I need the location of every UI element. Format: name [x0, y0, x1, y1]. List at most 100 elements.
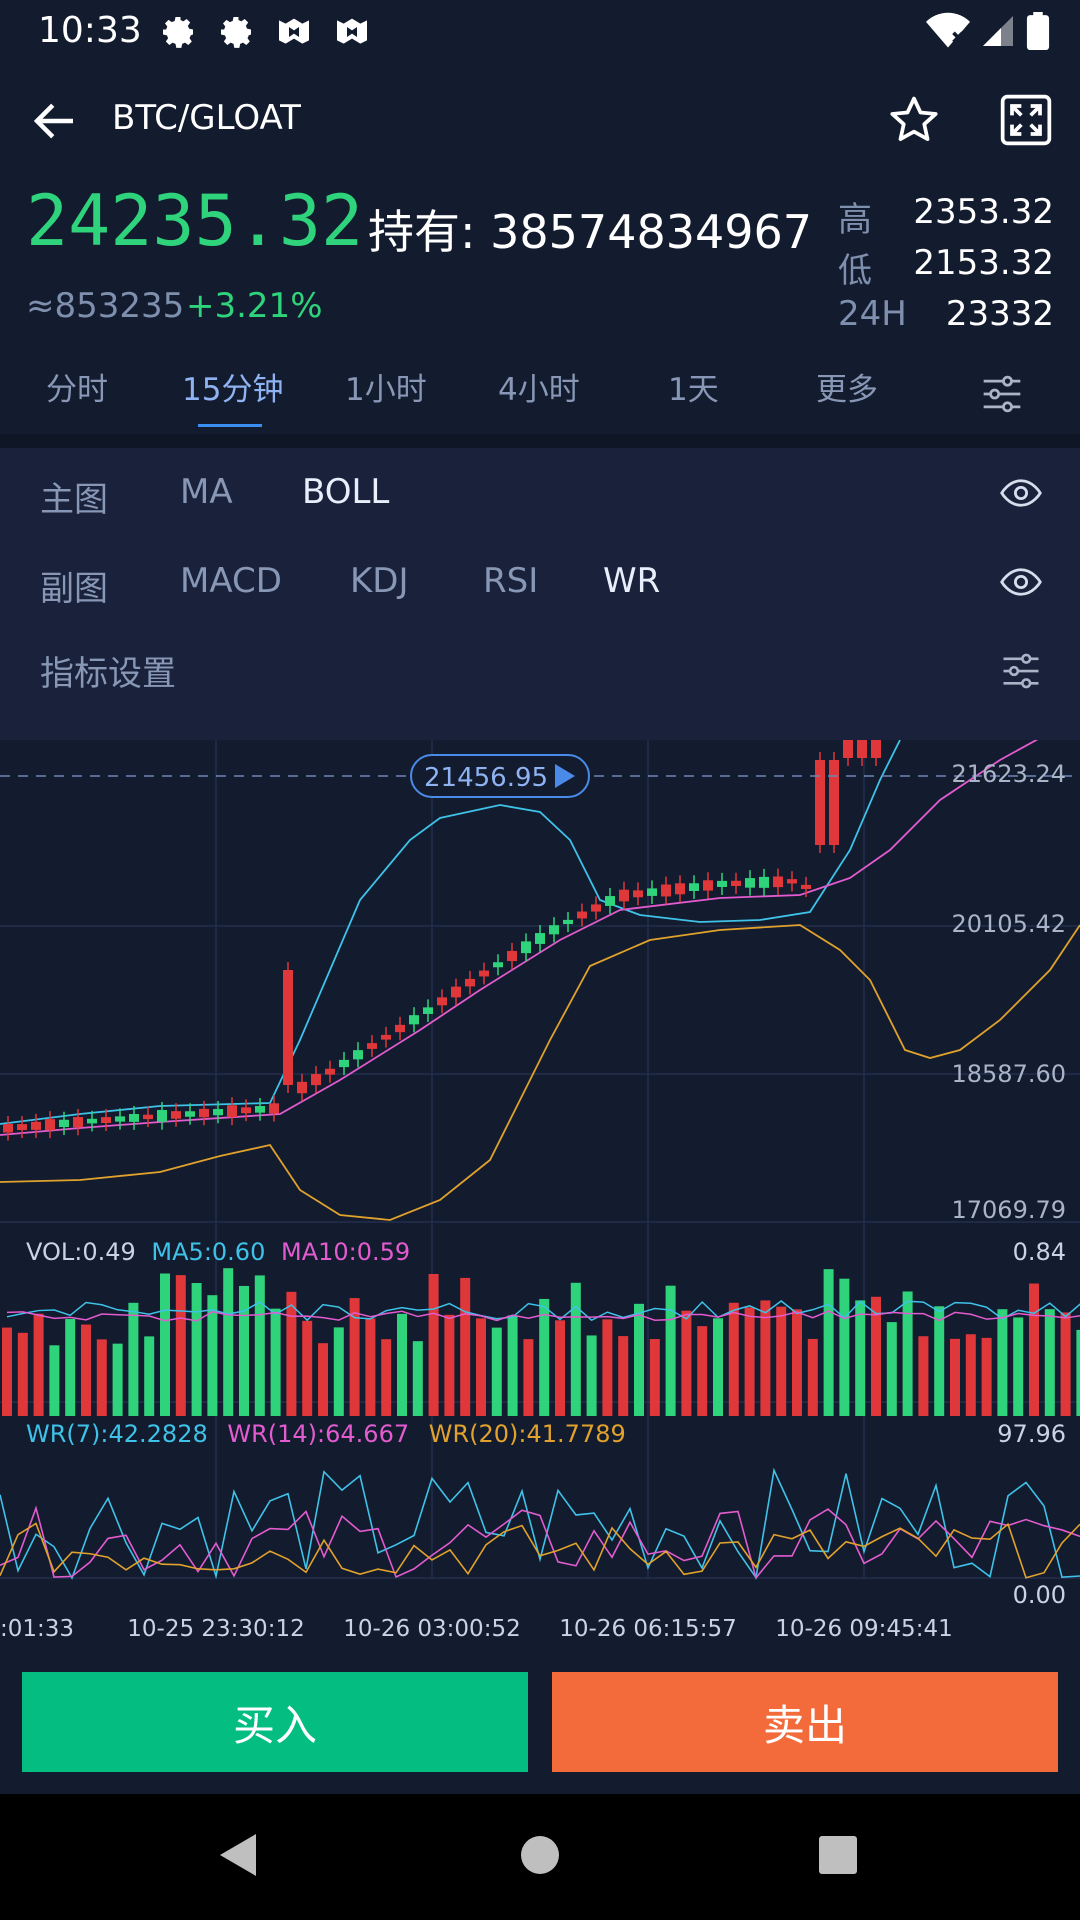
last-price-tag[interactable]: 21456.95 — [410, 754, 590, 798]
kline-chart-svg[interactable]: 21456.95 21623.24 20105.42 18587.60 1706… — [0, 732, 1080, 1645]
sliders-icon[interactable] — [1000, 650, 1042, 692]
candle-body — [157, 1109, 167, 1122]
sell-button[interactable]: 卖出 — [552, 1672, 1058, 1772]
eye-icon[interactable] — [1000, 472, 1042, 514]
battery-icon — [1026, 12, 1050, 50]
volume-bar — [412, 1341, 423, 1416]
last-price-tag-text: 21456.95 — [424, 763, 548, 793]
wr7-line — [0, 1467, 1080, 1580]
indicator-settings-row[interactable]: 指标设置 — [0, 646, 1080, 706]
boll-mid-line — [0, 737, 1041, 1136]
candle-body — [745, 878, 755, 888]
volume-bar — [918, 1336, 929, 1416]
volume-bar — [254, 1275, 265, 1416]
volume-bar — [697, 1326, 708, 1416]
tab-more[interactable]: 更多 — [816, 372, 878, 408]
volume-bar — [586, 1335, 597, 1416]
candle-body — [17, 1124, 27, 1131]
volume-bar — [144, 1336, 155, 1416]
candle-body — [661, 884, 671, 897]
candle-body — [675, 883, 685, 895]
volume-bar — [713, 1318, 723, 1416]
volume-bar — [2, 1327, 12, 1416]
candle-body — [871, 740, 881, 758]
volume-bar — [33, 1313, 44, 1416]
volume-bar — [175, 1275, 186, 1416]
volume-bar — [665, 1285, 676, 1416]
boll-upper-line — [0, 739, 901, 1125]
volume-bar — [807, 1338, 818, 1416]
candle-body — [283, 970, 293, 1085]
option-boll[interactable]: BOLL — [302, 472, 390, 512]
tab-1hour[interactable]: 1小时 — [345, 372, 427, 408]
stat-high-value: 2353.32 — [913, 192, 1054, 232]
volume-bar — [981, 1337, 992, 1416]
volume-bar — [555, 1320, 565, 1416]
volume-bar — [476, 1318, 486, 1416]
candle-body — [647, 888, 657, 896]
candle-body — [787, 879, 797, 884]
candle-body — [521, 941, 531, 954]
eye-icon[interactable] — [1000, 561, 1042, 603]
nav-back-icon[interactable] — [216, 1830, 260, 1880]
trading-pair-title: BTC/GLOAT — [112, 98, 301, 138]
sliders-icon[interactable] — [980, 372, 1024, 416]
tab-15min[interactable]: 15分钟 — [182, 372, 284, 408]
favorite-star-icon[interactable] — [886, 92, 942, 148]
candle-body — [479, 970, 489, 977]
wr-axis-min: 0.00 — [1013, 1581, 1066, 1609]
fullscreen-icon[interactable] — [998, 92, 1054, 148]
volume-bar — [618, 1336, 629, 1416]
option-ma[interactable]: MA — [180, 472, 233, 512]
candle-body — [717, 880, 727, 887]
volume-bar — [1060, 1312, 1071, 1416]
back-arrow-icon[interactable] — [28, 94, 82, 148]
volume-bar — [871, 1296, 881, 1416]
main-indicator-label: 主图 — [40, 480, 108, 520]
nav-recents-icon[interactable] — [816, 1830, 860, 1880]
volume-bar — [681, 1310, 692, 1416]
volume-bar — [997, 1309, 1008, 1416]
candle-body — [3, 1124, 13, 1133]
kline-chart[interactable]: 21456.95 21623.24 20105.42 18587.60 1706… — [0, 732, 1080, 1645]
holding-info: 持有: 38574834967 — [368, 196, 812, 262]
candle-body — [409, 1015, 419, 1025]
tab-4hour[interactable]: 4小时 — [498, 372, 580, 408]
volume-bar — [223, 1268, 234, 1416]
option-wr[interactable]: WR — [603, 561, 661, 601]
time-axis-label: 10-26 06:15:57 — [559, 1616, 736, 1642]
candle-body — [423, 1007, 433, 1014]
candle-body — [563, 919, 573, 925]
volume-bar — [1013, 1317, 1024, 1416]
volume-bar — [934, 1306, 945, 1416]
candle-body — [297, 1081, 307, 1094]
option-kdj[interactable]: KDJ — [350, 561, 409, 601]
tab-1day[interactable]: 1天 — [668, 372, 719, 408]
candle-body — [367, 1043, 377, 1049]
candle-body — [115, 1116, 125, 1122]
candlesticks — [3, 732, 881, 1141]
nav-home-icon[interactable] — [518, 1830, 562, 1880]
system-status-icons — [926, 12, 1050, 50]
app-notification-icon — [279, 18, 309, 44]
candle-body — [101, 1117, 111, 1123]
tab-timeshare[interactable]: 分时 — [46, 372, 108, 408]
volume-bar — [1044, 1309, 1055, 1416]
buy-button[interactable]: 买入 — [22, 1672, 528, 1772]
volume-bar — [333, 1327, 344, 1416]
volume-bar — [649, 1339, 660, 1416]
volume-bar — [128, 1302, 139, 1416]
candle-body — [619, 889, 629, 902]
boll-lower-line — [0, 924, 1080, 1221]
candle-body — [689, 883, 699, 891]
holding-value: 38574834967 — [490, 205, 813, 259]
volume-bar — [744, 1307, 755, 1416]
candle-body — [353, 1050, 363, 1060]
volume-bar — [570, 1282, 581, 1416]
candle-body — [395, 1024, 405, 1033]
option-macd[interactable]: MACD — [180, 561, 282, 601]
stat-low: 低 2153.32 — [838, 243, 1054, 291]
option-rsi[interactable]: RSI — [483, 561, 539, 601]
volume-bar — [507, 1315, 518, 1416]
volume-bar — [160, 1273, 170, 1416]
